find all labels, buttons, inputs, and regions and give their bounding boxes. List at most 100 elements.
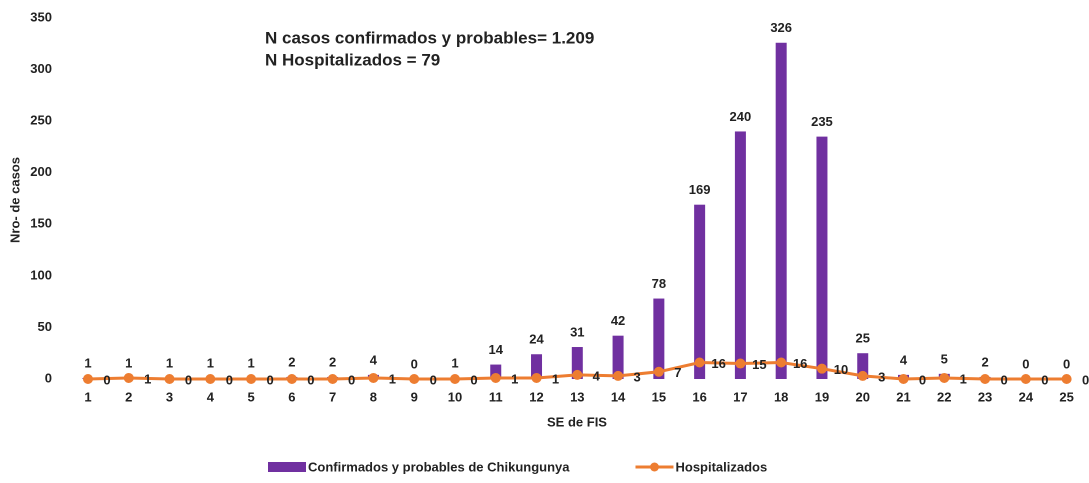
line-value-label: 0 <box>348 372 355 387</box>
line-marker <box>327 374 338 384</box>
line-value-label: 4 <box>593 368 601 383</box>
line-value-label: 0 <box>470 372 477 387</box>
line-marker <box>857 370 868 381</box>
line-value-label: 16 <box>793 356 807 371</box>
bar-value-label: 78 <box>652 276 666 291</box>
y-tick-label: 350 <box>30 9 52 24</box>
legend-swatch <box>649 462 659 472</box>
bar-value-label: 14 <box>489 342 504 357</box>
line-value-label: 1 <box>511 371 518 386</box>
line-marker <box>980 374 991 384</box>
x-tick-label: 16 <box>692 389 706 404</box>
x-tick-label: 5 <box>247 389 254 404</box>
x-tick-label: 4 <box>207 389 215 404</box>
line-value-label: 1 <box>960 371 967 386</box>
line-marker <box>939 372 950 383</box>
line-marker <box>776 357 787 368</box>
line-marker <box>1020 374 1031 384</box>
bar <box>490 364 502 379</box>
bar-value-label: 1 <box>166 355 173 370</box>
legend-swatch <box>268 462 306 472</box>
bar-value-label: 25 <box>855 331 869 346</box>
line-marker <box>1061 374 1072 384</box>
x-tick-label: 13 <box>570 389 584 404</box>
bar-value-label: 326 <box>770 20 792 35</box>
bar-value-label: 1 <box>207 355 214 370</box>
line-marker <box>205 374 216 384</box>
line-marker <box>286 374 297 384</box>
x-axis-title: SE de FIS <box>547 414 607 429</box>
line-value-label: 10 <box>834 362 848 377</box>
annotation: N Hospitalizados = 79 <box>265 50 440 69</box>
y-axis-title: Nro- de casos <box>7 157 22 243</box>
line-marker <box>816 363 827 374</box>
y-tick-label: 50 <box>38 319 52 334</box>
x-tick-label: 8 <box>370 389 377 404</box>
legend-label: Confirmados y probables de Chikungunya <box>308 459 570 474</box>
bar-value-label: 1 <box>451 355 458 370</box>
line-marker <box>246 374 257 384</box>
x-tick-label: 9 <box>411 389 418 404</box>
line-value-label: 0 <box>307 372 314 387</box>
bar <box>734 131 746 379</box>
line-value-label: 0 <box>266 372 273 387</box>
x-tick-label: 19 <box>815 389 829 404</box>
line-marker <box>572 369 583 380</box>
bar <box>816 136 828 379</box>
line-value-label: 16 <box>711 356 725 371</box>
x-tick-label: 12 <box>529 389 543 404</box>
line-marker <box>898 374 909 384</box>
x-tick-label: 11 <box>489 389 503 404</box>
x-tick-label: 14 <box>611 389 626 404</box>
x-tick-label: 22 <box>937 389 951 404</box>
x-tick-label: 17 <box>733 389 747 404</box>
y-tick-label: 150 <box>30 216 52 231</box>
line-marker <box>368 372 379 383</box>
line-marker <box>490 372 501 383</box>
x-tick-label: 2 <box>125 389 132 404</box>
line-value-label: 0 <box>103 372 110 387</box>
bar <box>775 42 787 380</box>
bar-value-label: 0 <box>1022 356 1029 371</box>
bar-value-label: 0 <box>1063 356 1070 371</box>
bar-value-label: 1 <box>247 355 254 370</box>
legend-label: Hospitalizados <box>675 459 767 474</box>
bar-value-label: 0 <box>411 356 418 371</box>
x-tick-label: 10 <box>448 389 462 404</box>
bar-value-label: 169 <box>689 182 711 197</box>
bar <box>612 335 624 379</box>
line-value-label: 3 <box>878 369 885 384</box>
bar <box>857 353 869 379</box>
line-marker <box>694 357 705 368</box>
bar-value-label: 24 <box>529 332 544 347</box>
bar <box>571 347 583 379</box>
bar-value-label: 4 <box>900 352 908 367</box>
y-tick-label: 0 <box>45 370 52 385</box>
x-tick-label: 15 <box>652 389 666 404</box>
bar <box>653 298 665 379</box>
line-marker <box>449 374 460 384</box>
line-value-label: 7 <box>674 365 681 380</box>
bar <box>694 204 706 379</box>
x-tick-label: 3 <box>166 389 173 404</box>
x-tick-label: 7 <box>329 389 336 404</box>
x-tick-label: 25 <box>1059 389 1073 404</box>
line-value-label: 0 <box>185 372 192 387</box>
line-value-label: 1 <box>552 371 559 386</box>
x-tick-label: 1 <box>84 389 91 404</box>
x-tick-label: 21 <box>896 389 910 404</box>
y-tick-label: 300 <box>30 61 52 76</box>
bar-value-label: 2 <box>981 354 988 369</box>
y-tick-label: 100 <box>30 267 52 282</box>
bar <box>531 354 543 379</box>
line-value-label: 0 <box>1000 372 1007 387</box>
bar-value-label: 240 <box>730 109 752 124</box>
line-marker <box>409 374 420 384</box>
line-value-label: 1 <box>389 371 396 386</box>
bar-value-label: 31 <box>570 324 584 339</box>
bar-value-label: 1 <box>125 355 132 370</box>
bar-value-label: 4 <box>370 352 378 367</box>
line-marker <box>735 358 746 369</box>
line-value-label: 3 <box>633 369 640 384</box>
y-tick-label: 200 <box>30 164 52 179</box>
